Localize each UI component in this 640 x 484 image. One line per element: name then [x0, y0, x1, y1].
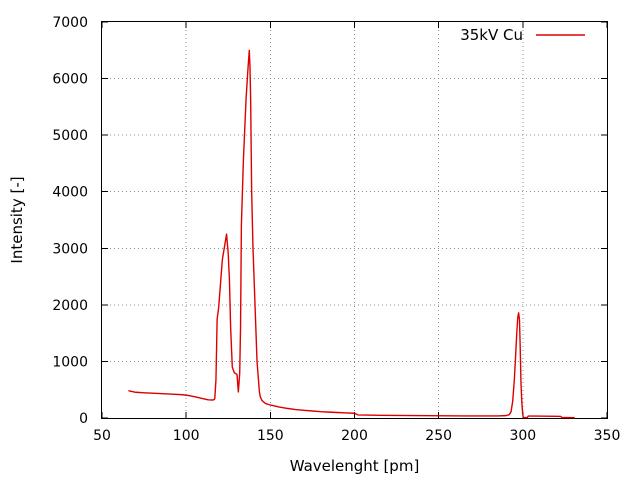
- series-line-35kv-cu: [128, 49, 575, 419]
- legend-label: 35kV Cu: [460, 26, 523, 44]
- x-axis-title: Wavelenght [pm]: [290, 457, 420, 475]
- y-tick-labels: 0 1000 2000 3000 4000 5000 6000 7000: [52, 15, 88, 427]
- y-tick-label: 6000: [52, 72, 88, 88]
- y-tick-label: 2000: [52, 298, 88, 314]
- plot-area-border: [101, 21, 608, 419]
- legend: 35kV Cu: [460, 26, 585, 44]
- x-tick-label: 350: [594, 428, 621, 444]
- y-tick-label: 3000: [52, 241, 88, 257]
- x-tick-label: 250: [425, 428, 452, 444]
- y-tick-label: 5000: [52, 128, 88, 144]
- y-tick-label: 4000: [52, 185, 88, 201]
- x-tick-label: 200: [341, 428, 368, 444]
- x-tick-label: 50: [93, 428, 111, 444]
- x-tick-label: 300: [509, 428, 536, 444]
- y-tick-label: 1000: [52, 354, 88, 370]
- x-tick-label: 150: [257, 428, 284, 444]
- grid-lines: [102, 22, 607, 418]
- y-axis-title: Intensity [-]: [8, 176, 26, 263]
- y-tick-label: 7000: [52, 15, 88, 31]
- x-tick-labels: 50 100 150 200 250 300 350: [93, 428, 620, 444]
- y-tick-label: 0: [79, 411, 88, 427]
- x-tick-label: 100: [173, 428, 200, 444]
- data-series: [128, 49, 575, 419]
